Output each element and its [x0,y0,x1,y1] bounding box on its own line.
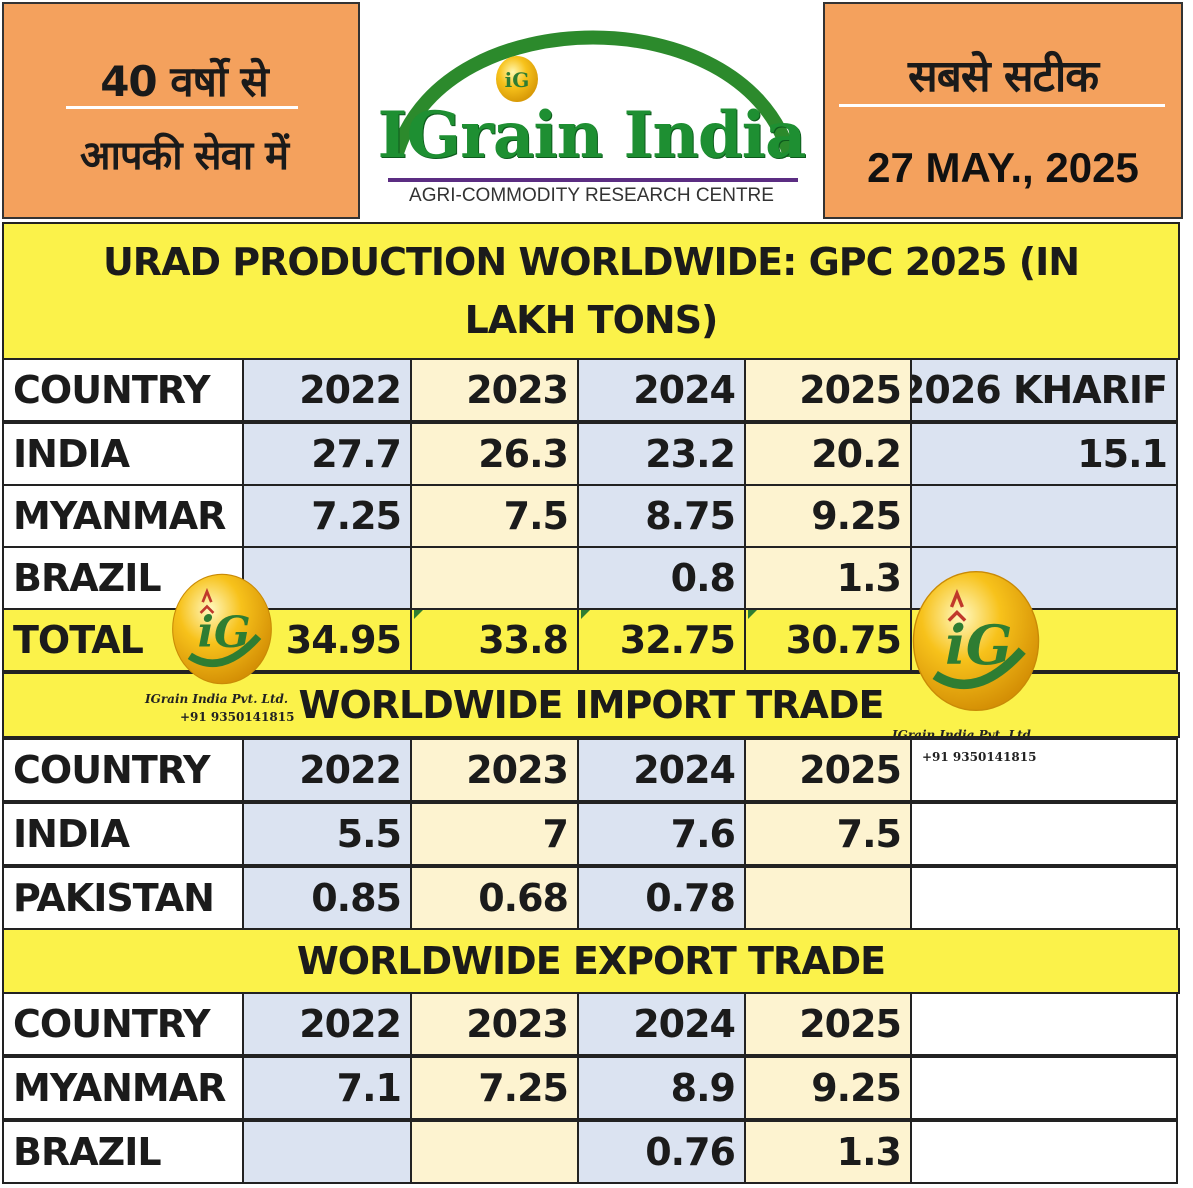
export-section-title: WORLDWIDE EXPORT TRADE [2,928,1180,994]
country-cell: MYANMAR [2,484,244,548]
value-cell: 1.3 [744,546,912,610]
value-cell: 7.25 [242,484,412,548]
column-header-year: 2023 [410,738,579,802]
value-cell: 0.85 [242,866,412,930]
watermark-company: IGrain India Pvt. Ltd. [892,728,1036,742]
column-header-country: COUNTRY [2,738,244,802]
value-cell: 7.1 [242,1056,412,1120]
report-date: 27 MAY., 2025 [867,144,1139,191]
brand-logo: iG IGrain India AGRI-COMMODITY RESEARCH … [360,2,823,219]
column-header-year: 2025 [744,738,912,802]
value-cell: 7.25 [410,1056,579,1120]
column-header-year: 2024 [577,738,746,802]
tagline-service: आपकी सेवा में [79,133,289,179]
header-band: 40 वर्षो से आपकी सेवा में iG IGrain Indi… [0,0,1193,222]
tagline-accurate: सबसे सटीक [907,51,1099,102]
table-title: URAD PRODUCTION WORLDWIDE: GPC 2025 (IN … [2,222,1180,360]
value-cell [242,1120,412,1184]
formula-marker [414,610,423,619]
total-value-cell: 33.8 [410,608,579,672]
wheat-coin-logo-icon: iG [496,56,538,102]
header-left-panel: 40 वर्षो से आपकी सेवा में [2,2,360,219]
header-right-panel: सबसे सटीक 27 MAY., 2025 [823,2,1183,219]
brand-name: IGrain India [377,98,807,173]
value-cell: 8.75 [577,484,746,548]
value-cell [410,1120,579,1184]
value-cell [744,866,912,930]
watermark-phone: +91 9350141815 [180,710,295,724]
tagline-years: 40 वर्षो से [100,57,269,106]
column-header-year [910,992,1178,1056]
column-header-country: COUNTRY [2,358,244,422]
column-header-year: 2025 [744,992,912,1056]
brand-underline [388,178,798,182]
watermark-logo-text: iG [945,613,1012,677]
value-cell: 7.5 [410,484,579,548]
value-cell: 1.3 [744,1120,912,1184]
value-cell: 5.5 [242,802,412,866]
wheat-coin-logo-icon: iG [912,570,1040,712]
column-header-year: 2024 [577,992,746,1056]
value-cell [910,1120,1178,1184]
value-cell: 7.6 [577,802,746,866]
svg-text:iG: iG [505,68,530,92]
value-cell: 26.3 [410,422,579,486]
value-cell: 0.8 [577,546,746,610]
value-cell: 9.25 [744,1056,912,1120]
value-cell: 7 [410,802,579,866]
total-value-cell: 32.75 [577,608,746,672]
watermark-company: IGrain India Pvt. Ltd. [145,692,289,706]
wheat-coin-logo-icon: iG [172,573,272,685]
value-cell: 20.2 [744,422,912,486]
country-cell: MYANMAR [2,1056,244,1120]
value-cell [910,866,1178,930]
divider [66,106,298,109]
value-cell: 7.5 [744,802,912,866]
watermark-logo-text: iG [198,608,251,658]
value-cell [910,802,1178,866]
country-cell: INDIA [2,422,244,486]
column-header-year: 2023 [410,358,579,422]
formula-marker [581,610,590,619]
logo-arc-icon [391,30,795,157]
watermark-phone: +91 9350141815 [922,750,1037,764]
column-header-year [910,738,1178,802]
brand-tagline: AGRI-COMMODITY RESEARCH CENTRE [409,185,774,206]
column-header-year: 2023 [410,992,579,1056]
value-cell [910,1056,1178,1120]
urad-data-table: URAD PRODUCTION WORLDWIDE: GPC 2025 (IN … [2,222,1180,1186]
value-cell: 8.9 [577,1056,746,1120]
value-cell: 9.25 [744,484,912,548]
column-header-year: 2026 KHARIF [910,358,1178,422]
country-cell: INDIA [2,802,244,866]
value-cell [410,546,579,610]
total-value-cell: 30.75 [744,608,912,672]
column-header-year: 2022 [242,738,412,802]
value-cell: 0.68 [410,866,579,930]
column-header-country: COUNTRY [2,992,244,1056]
column-header-year: 2022 [242,358,412,422]
value-cell: 15.1 [910,422,1178,486]
value-cell: 23.2 [577,422,746,486]
column-header-year: 2022 [242,992,412,1056]
country-cell: BRAZIL [2,1120,244,1184]
column-header-year: 2024 [577,358,746,422]
divider [839,104,1165,107]
value-cell: 0.78 [577,866,746,930]
value-cell [910,484,1178,548]
value-cell: 27.7 [242,422,412,486]
column-header-year: 2025 [744,358,912,422]
formula-marker [748,610,757,619]
country-cell: PAKISTAN [2,866,244,930]
value-cell: 0.76 [577,1120,746,1184]
